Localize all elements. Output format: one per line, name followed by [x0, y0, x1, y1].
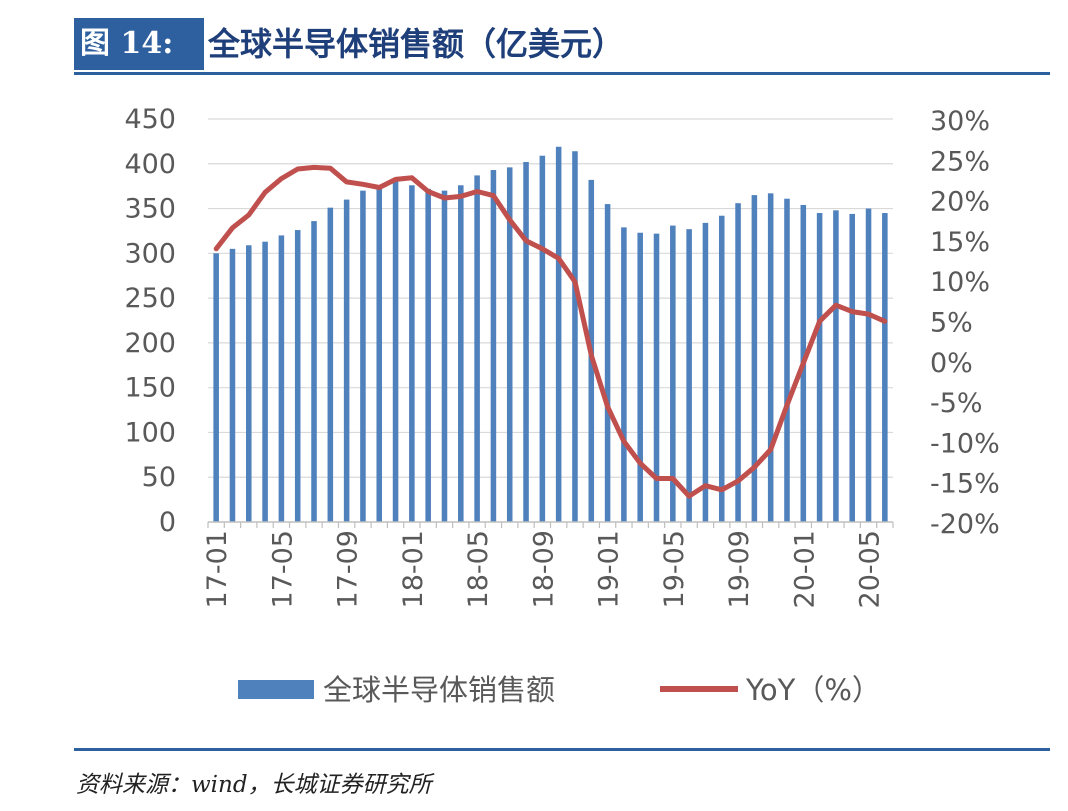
bar [376, 185, 383, 522]
x-tick-label: 20-05 [855, 530, 886, 608]
bar [425, 188, 431, 522]
y-tick-label: 300 [124, 238, 176, 269]
y-tick-label: 50 [142, 462, 176, 493]
bar [246, 245, 252, 523]
x-tick-label: 19-01 [594, 530, 625, 608]
bar [555, 146, 562, 523]
bar [816, 213, 823, 523]
y-tick-label: 450 [124, 104, 176, 135]
bar [751, 195, 758, 522]
bar [686, 229, 692, 523]
x-tick-label: 18-01 [398, 530, 429, 608]
bar [653, 233, 660, 522]
y-tick-label: 350 [124, 194, 176, 225]
x-tick-label: 19-09 [724, 530, 755, 608]
x-tick-label: 18-05 [463, 530, 494, 608]
footer-rule [74, 748, 1050, 751]
y2-tick-label: 30% [930, 106, 990, 137]
bar [670, 225, 676, 522]
bar [262, 241, 268, 523]
x-tick-label: 17-09 [333, 530, 364, 608]
bar [458, 185, 464, 522]
x-tick-label: 17-01 [202, 530, 233, 608]
y2-tick-label: -15% [930, 469, 1000, 500]
y2-tick-label: 10% [930, 267, 990, 298]
bar [539, 155, 546, 522]
y2-tick-label: -20% [930, 509, 1000, 540]
y-tick-label: 400 [124, 149, 176, 180]
y2-tick-label: 20% [930, 187, 990, 218]
bar [294, 230, 301, 522]
bar [833, 210, 839, 522]
bar [229, 248, 236, 522]
bar [784, 198, 790, 522]
bar [523, 161, 529, 522]
source-note: 资料来源：wind，长城证券研究所 [76, 772, 432, 798]
bar [474, 175, 480, 523]
y-tick-label: 0 [159, 507, 176, 538]
y2-tick-label: -5% [930, 388, 983, 419]
yoy-line [213, 164, 888, 499]
x-tick-label: 18-09 [528, 530, 559, 608]
x-tick-label: 19-05 [659, 530, 690, 608]
legend-bar-swatch [238, 680, 314, 699]
bar [604, 204, 611, 523]
legend-line-label: YoY（%） [745, 673, 881, 707]
bar [490, 170, 497, 522]
figure-header: 图 14: 全球半导体销售额（亿美元） [74, 18, 1050, 76]
figure-title: 全球半导体销售额（亿美元） [208, 25, 625, 63]
y-tick-label: 250 [124, 283, 176, 314]
bar [621, 227, 627, 522]
bar [718, 215, 725, 522]
bar [327, 207, 334, 522]
y2-tick-label: -10% [930, 428, 1000, 459]
bar [360, 190, 366, 522]
y-tick-label: 150 [124, 373, 176, 404]
header-rule [74, 72, 1050, 75]
y2-tick-label: 15% [930, 227, 990, 258]
y2-tick-label: 0% [930, 348, 973, 379]
bar [735, 203, 741, 522]
bar [343, 199, 350, 522]
bar [865, 208, 872, 523]
bar [849, 213, 855, 522]
bar [278, 235, 285, 522]
bar [311, 221, 317, 523]
bar [637, 232, 643, 523]
bar [882, 213, 888, 523]
bar [409, 185, 415, 522]
y2-tick-label: 5% [930, 308, 973, 339]
bar [767, 193, 774, 522]
bar [392, 179, 399, 523]
x-tick-label: 20-01 [789, 530, 820, 608]
bar [441, 190, 448, 522]
bar [506, 167, 513, 523]
y-tick-label: 200 [124, 328, 176, 359]
y-tick-label: 100 [124, 417, 176, 448]
figure-number: 图 14: [74, 18, 204, 70]
x-tick-label: 17-05 [267, 530, 298, 608]
legend-bar-label: 全球半导体销售额 [323, 673, 555, 707]
bar [702, 222, 709, 522]
bar [572, 151, 578, 523]
y2-tick-label: 25% [930, 146, 990, 177]
bar [213, 253, 219, 523]
